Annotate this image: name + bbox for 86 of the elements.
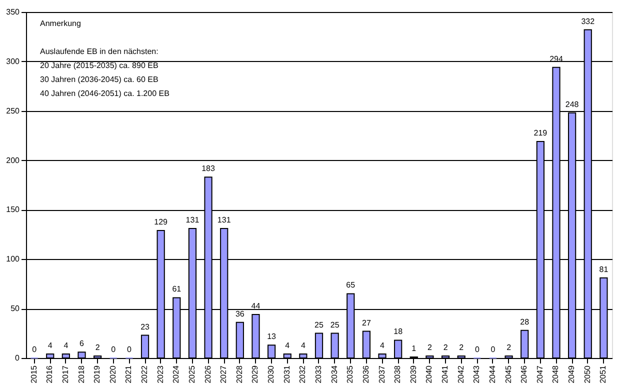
x-tick-label: 2048 [551, 364, 560, 384]
x-tick-label: 2027 [219, 364, 228, 384]
data-label: 219 [534, 128, 548, 138]
data-label: 25 [330, 320, 340, 330]
data-label: 129 [154, 217, 168, 226]
data-label: 248 [565, 100, 580, 109]
y-tick-label: 150 [6, 205, 20, 214]
x-tick-label: 2030 [266, 364, 276, 384]
x-tick-label: 2015 [29, 364, 38, 384]
data-label: 4 [64, 341, 69, 350]
x-tick-label: 2050 [582, 364, 592, 384]
x-tick-label: 2040 [424, 364, 434, 384]
data-label: 25 [314, 320, 324, 330]
data-label: 61 [172, 284, 182, 294]
x-tick-label: 2023 [156, 364, 165, 384]
annotation: 30 Jahren (2036-2045) ca. 60 EB [40, 75, 158, 84]
data-label: 183 [202, 164, 216, 174]
data-label: 0 [111, 345, 116, 354]
y-tick-label: 300 [6, 56, 20, 66]
x-tick-label: 2044 [488, 364, 497, 384]
data-label: 2 [443, 343, 448, 352]
data-label: 131 [217, 215, 232, 224]
x-tick-label: 2022 [140, 364, 150, 384]
x-tick-label: 2028 [234, 364, 244, 384]
annotation: 40 Jahren (2046-2051) ca. 1.200 EB [40, 89, 170, 98]
data-label: 4 [300, 341, 306, 350]
x-tick-label: 2051 [598, 364, 608, 384]
x-tick-label: 2037 [377, 364, 386, 384]
x-tick-label: 2031 [282, 364, 292, 384]
data-label: 2 [427, 343, 432, 352]
x-tick-label: 2017 [60, 364, 70, 384]
data-label: 4 [285, 341, 290, 350]
x-tick-label: 2046 [520, 364, 529, 384]
x-tick-label: 2034 [330, 364, 339, 384]
y-tick-label: 0 [15, 354, 20, 362]
x-tick-label: 2039 [408, 364, 418, 384]
data-label: 36 [235, 309, 245, 318]
x-tick-label: 2025 [187, 364, 196, 384]
data-label: 2 [95, 343, 100, 352]
data-label: 0 [32, 345, 38, 354]
data-label: 65 [346, 280, 356, 290]
y-tick-label: 250 [6, 106, 20, 116]
x-tick-label: 2043 [472, 364, 482, 384]
data-label: 1 [412, 344, 417, 354]
y-tick-label: 350 [6, 8, 20, 16]
y-tick-label: 200 [6, 156, 20, 165]
data-label: 28 [520, 317, 530, 326]
x-tick-label: 2019 [92, 364, 102, 384]
x-tick-label: 2024 [172, 364, 181, 384]
data-label: 13 [267, 332, 277, 342]
data-label: 2 [459, 343, 464, 352]
data-label: 4 [48, 341, 53, 350]
data-label: 0 [474, 345, 480, 354]
annotation: 20 Jahre (2015-2035) ca. 890 EB [40, 61, 158, 70]
x-tick-label: 2045 [504, 364, 513, 384]
x-tick-label: 2033 [314, 364, 323, 384]
data-label: 131 [186, 215, 200, 224]
x-tick-label: 2026 [203, 364, 212, 384]
x-tick-label: 2038 [393, 364, 402, 384]
x-tick-label: 2032 [298, 364, 308, 384]
x-tick-label: 2036 [361, 364, 370, 384]
data-label: 44 [251, 302, 261, 311]
y-tick-label: 50 [10, 304, 20, 314]
x-tick-label: 2041 [440, 364, 450, 384]
x-tick-label: 2042 [456, 364, 466, 384]
y-tick-label: 100 [6, 254, 20, 264]
x-tick-label: 2047 [535, 364, 544, 384]
x-tick-label: 2018 [76, 364, 86, 384]
data-label: 23 [140, 322, 150, 332]
data-label: 81 [599, 264, 609, 274]
x-tick-label: 2020 [108, 364, 118, 384]
data-label: 4 [380, 341, 386, 350]
x-tick-label: 2029 [250, 364, 260, 384]
x-tick-label: 2021 [124, 364, 134, 384]
x-tick-label: 2035 [346, 364, 355, 384]
data-label: 0 [490, 345, 496, 354]
data-label: 18 [394, 327, 404, 336]
annotation: Anmerkung [40, 19, 81, 28]
x-tick-label: 2016 [45, 364, 54, 384]
data-label: 0 [126, 345, 132, 354]
annotation: Auslaufende EB in den nächsten: [40, 47, 158, 56]
data-label: 6 [80, 339, 85, 348]
x-tick-label: 2049 [567, 364, 576, 384]
data-label: 332 [581, 16, 596, 26]
data-label: 27 [362, 318, 372, 328]
data-label: 2 [506, 343, 512, 352]
